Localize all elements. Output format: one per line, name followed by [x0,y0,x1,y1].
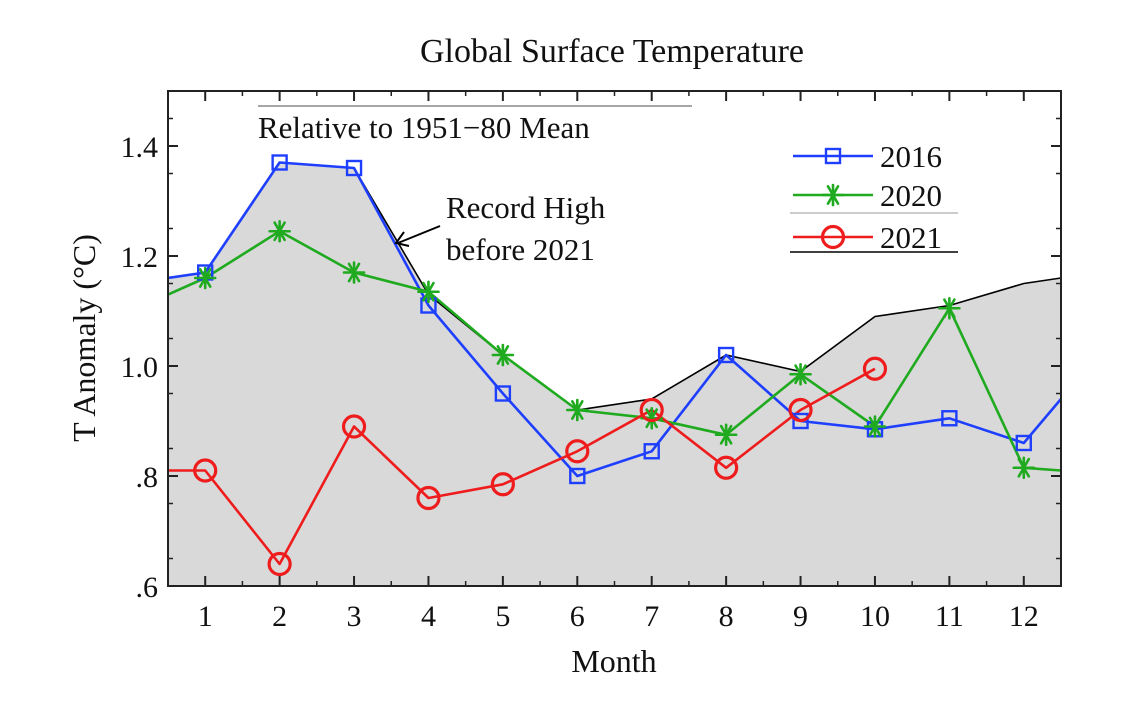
data-point-2021-7 [639,397,664,423]
data-point-2020-3 [342,261,366,284]
data-point-2016-7 [643,443,660,460]
baseline-note: Relative to 1951−80 Mean [258,110,590,145]
x-tick-label: 3 [347,600,362,633]
x-tick-label: 10 [860,600,890,633]
x-axis-title: Month [571,643,656,679]
x-tick-label: 4 [421,600,436,633]
x-tick-label: 5 [495,600,510,633]
data-point-2021-4 [416,485,441,511]
legend-marker-2021 [820,224,846,250]
series-line-2016 [168,161,1061,478]
data-point-2020-2 [268,219,291,243]
y-tick-label: 1.4 [121,131,159,164]
y-tick-label: .6 [136,571,159,604]
record-note-arrow [394,225,441,247]
data-point-2016-8 [717,346,735,364]
data-point-2016-2 [271,154,288,171]
record-note-line2: before 2021 [446,232,595,267]
x-tick-label: 11 [935,600,964,633]
legend-label-2016: 2016 [880,139,942,174]
series-line-2021 [168,367,876,566]
data-point-2016-9 [792,412,809,430]
data-point-2016-11 [941,410,958,427]
legend-marker-2020 [821,183,845,207]
data-point-2021-8 [714,455,739,480]
data-point-2021-10 [862,356,888,381]
data-point-2021-3 [341,414,367,439]
data-point-2021-9 [788,397,813,423]
data-point-2020-12 [1012,456,1036,480]
x-tick-label: 7 [644,600,659,633]
data-point-2020-1 [193,266,217,290]
y-tick-label: .8 [136,461,159,494]
data-point-2020-5 [491,343,515,367]
legend-label-2021: 2021 [880,220,942,255]
y-tick-label: 1.2 [121,241,159,274]
data-point-2021-1 [193,458,218,483]
x-tick-label: 8 [719,600,734,633]
data-point-2021-6 [565,439,590,464]
data-point-2020-9 [789,362,812,386]
legend-label-2020: 2020 [880,178,942,213]
data-point-2016-5 [494,385,512,402]
record-high-area [168,162,1061,586]
data-point-2020-6 [565,398,589,422]
y-axis-title: T Anomaly (°C) [66,234,102,442]
data-point-2016-12 [1015,434,1032,452]
data-point-2021-2 [267,551,292,577]
data-point-2016-3 [345,159,363,177]
data-point-2020-8 [714,423,738,447]
x-tick-label: 12 [1009,600,1039,633]
data-point-2021-5 [490,472,515,497]
x-tick-label: 9 [793,600,808,633]
x-tick-label: 2 [272,600,287,633]
chart-title: Global Surface Temperature [420,33,804,70]
x-tick-label: 1 [198,600,213,633]
y-tick-label: 1.0 [121,351,159,384]
x-tick-label: 6 [570,600,585,633]
record-note-line1: Record High [446,190,606,225]
series-line-2020 [168,229,1061,472]
data-point-2020-4 [417,280,440,304]
data-point-2016-6 [569,467,586,485]
data-point-2020-10 [863,415,887,438]
data-point-2020-11 [938,296,961,320]
legend: 2016 2020 2021 [790,139,958,255]
legend-marker-2016 [824,147,842,165]
